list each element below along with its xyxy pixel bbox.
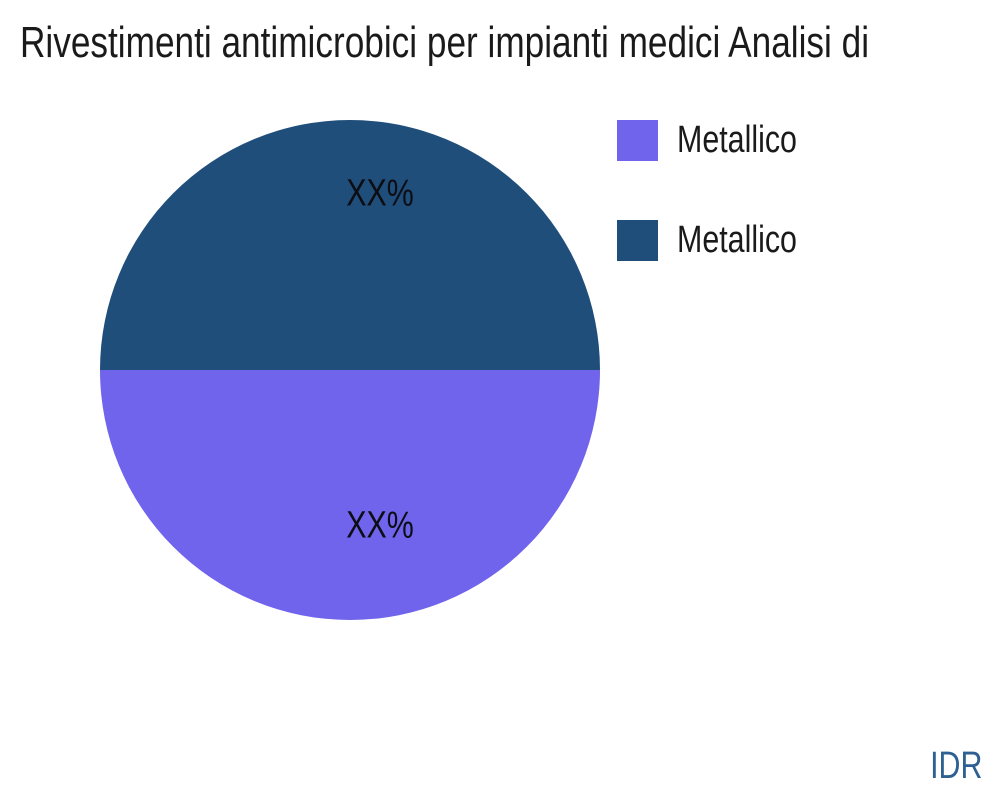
pie-slice-label-bottom: XX% xyxy=(346,504,414,547)
pie-slice-label-top: XX% xyxy=(346,172,414,215)
legend-label: Metallico xyxy=(677,119,797,161)
legend-swatch-dark-blue xyxy=(617,220,658,261)
chart-title: Rivestimenti antimicrobici per impianti … xyxy=(20,18,870,67)
legend-label: Metallico xyxy=(677,219,797,261)
pie-slice-top xyxy=(100,120,600,370)
legend-item: Metallico xyxy=(617,219,827,261)
legend-item: Metallico xyxy=(617,119,827,161)
watermark-text: IDR xyxy=(929,745,982,787)
pie-chart: XX% XX% xyxy=(100,120,600,620)
legend-swatch-purple xyxy=(617,120,658,161)
pie-slice-bottom xyxy=(100,370,600,620)
